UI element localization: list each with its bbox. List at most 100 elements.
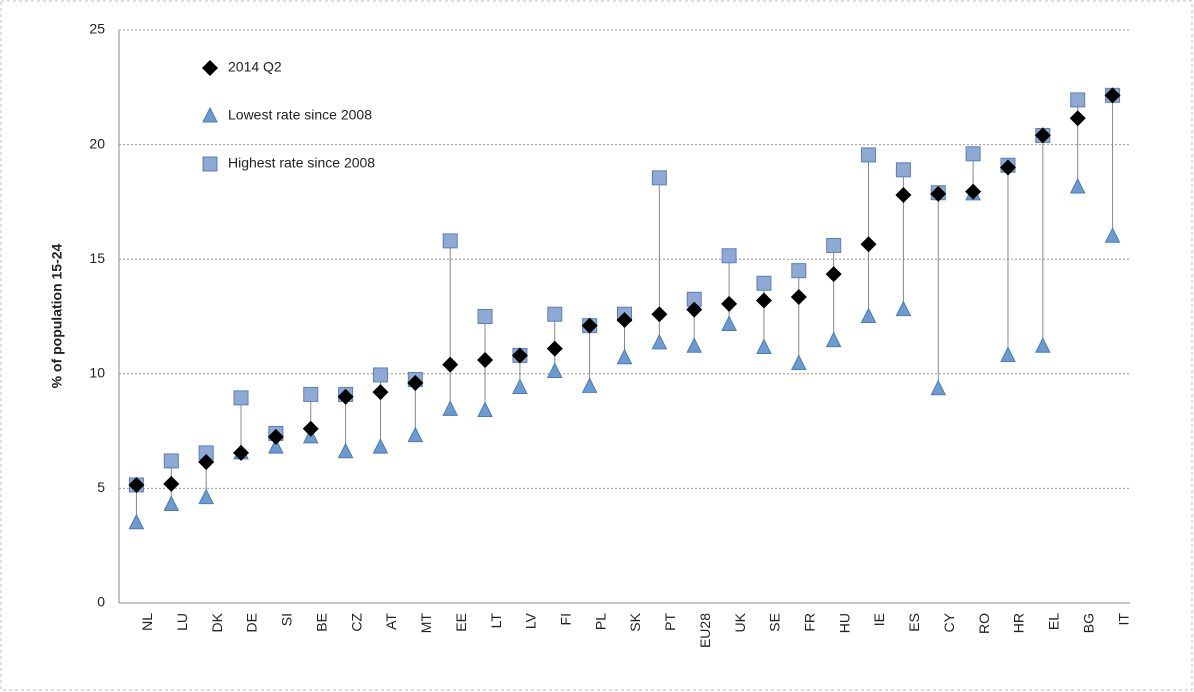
y-tick-label: 5 xyxy=(97,479,105,495)
x-tick-label: LU xyxy=(174,613,190,631)
point xyxy=(477,401,493,417)
x-tick-label: DE xyxy=(244,613,260,632)
x-tick-label: EL xyxy=(1046,613,1062,630)
point xyxy=(302,420,319,437)
point xyxy=(825,266,842,283)
point xyxy=(407,374,424,391)
point xyxy=(337,388,354,405)
point xyxy=(233,444,250,461)
point xyxy=(442,400,458,416)
point xyxy=(861,147,877,163)
point xyxy=(511,347,528,364)
point xyxy=(442,356,459,373)
point xyxy=(651,170,667,186)
point xyxy=(128,513,145,530)
x-tick-label: AT xyxy=(383,613,399,630)
point xyxy=(198,488,214,505)
point xyxy=(477,309,493,324)
x-tick-label: CZ xyxy=(348,613,364,632)
legend-marker xyxy=(202,106,218,123)
point xyxy=(1104,227,1121,243)
point xyxy=(1069,110,1086,127)
point xyxy=(1034,127,1051,144)
point xyxy=(791,354,807,370)
point xyxy=(999,159,1016,176)
point xyxy=(1000,346,1016,362)
point xyxy=(337,442,354,459)
point xyxy=(721,248,737,264)
point xyxy=(512,378,528,395)
x-tick-label: EU28 xyxy=(697,613,713,648)
point xyxy=(581,317,598,334)
point xyxy=(163,453,179,469)
x-tick-label: CY xyxy=(941,612,957,632)
point xyxy=(895,187,912,204)
point xyxy=(721,295,738,312)
x-tick-label: BG xyxy=(1080,613,1096,633)
x-tick-label: PT xyxy=(662,613,678,631)
x-tick-label: SE xyxy=(767,613,783,632)
point xyxy=(825,331,842,348)
x-tick-label: SK xyxy=(627,612,643,631)
x-tick-label: FR xyxy=(802,613,818,632)
point xyxy=(616,311,633,328)
x-tick-label: PL xyxy=(592,613,608,630)
point xyxy=(755,292,772,309)
x-tick-label: RO xyxy=(976,613,992,634)
x-tick-label: EE xyxy=(453,613,469,632)
point xyxy=(686,301,703,318)
point xyxy=(547,306,563,322)
point xyxy=(442,233,458,249)
point xyxy=(372,438,389,454)
x-tick-label: FI xyxy=(557,613,573,625)
point xyxy=(860,236,877,253)
point xyxy=(791,263,807,279)
x-tick-label: ES xyxy=(906,613,922,632)
point xyxy=(128,476,145,493)
y-axis-label: % of population 15-24 xyxy=(49,243,65,388)
point xyxy=(686,337,703,353)
point xyxy=(826,237,842,253)
x-tick-label: UK xyxy=(732,612,748,632)
point xyxy=(1104,87,1121,104)
x-tick-label: IT xyxy=(1115,613,1131,626)
x-tick-label: BE xyxy=(313,613,329,632)
point xyxy=(372,367,388,383)
y-tick-label: 10 xyxy=(89,365,105,381)
point xyxy=(930,185,947,202)
x-tick-label: MT xyxy=(418,613,434,634)
point xyxy=(268,438,284,454)
x-tick-label: DK xyxy=(209,612,225,632)
point xyxy=(616,348,633,365)
legend-label: Lowest rate since 2008 xyxy=(228,107,372,123)
point xyxy=(163,475,180,492)
legend-label: 2014 Q2 xyxy=(228,59,282,75)
x-tick-label: LV xyxy=(523,612,539,629)
legend-marker xyxy=(202,156,218,172)
point xyxy=(756,338,772,354)
x-tick-label: HR xyxy=(1011,613,1027,633)
y-tick-label: 0 xyxy=(97,594,105,610)
point xyxy=(233,390,249,406)
point xyxy=(651,306,668,323)
point xyxy=(965,146,981,162)
point xyxy=(860,307,877,323)
point xyxy=(1069,177,1086,194)
y-tick-label: 15 xyxy=(89,250,105,266)
point xyxy=(163,495,180,511)
point xyxy=(895,300,912,317)
point xyxy=(1070,92,1086,108)
legend-label: Highest rate since 2008 xyxy=(228,155,375,171)
x-tick-label: NL xyxy=(139,613,155,631)
x-tick-label: IE xyxy=(871,613,887,626)
x-tick-label: HU xyxy=(836,613,852,633)
point xyxy=(930,379,947,396)
point xyxy=(303,386,319,402)
point xyxy=(198,454,215,471)
point xyxy=(372,384,389,401)
point xyxy=(965,183,982,200)
point xyxy=(267,428,284,445)
point xyxy=(477,352,494,369)
